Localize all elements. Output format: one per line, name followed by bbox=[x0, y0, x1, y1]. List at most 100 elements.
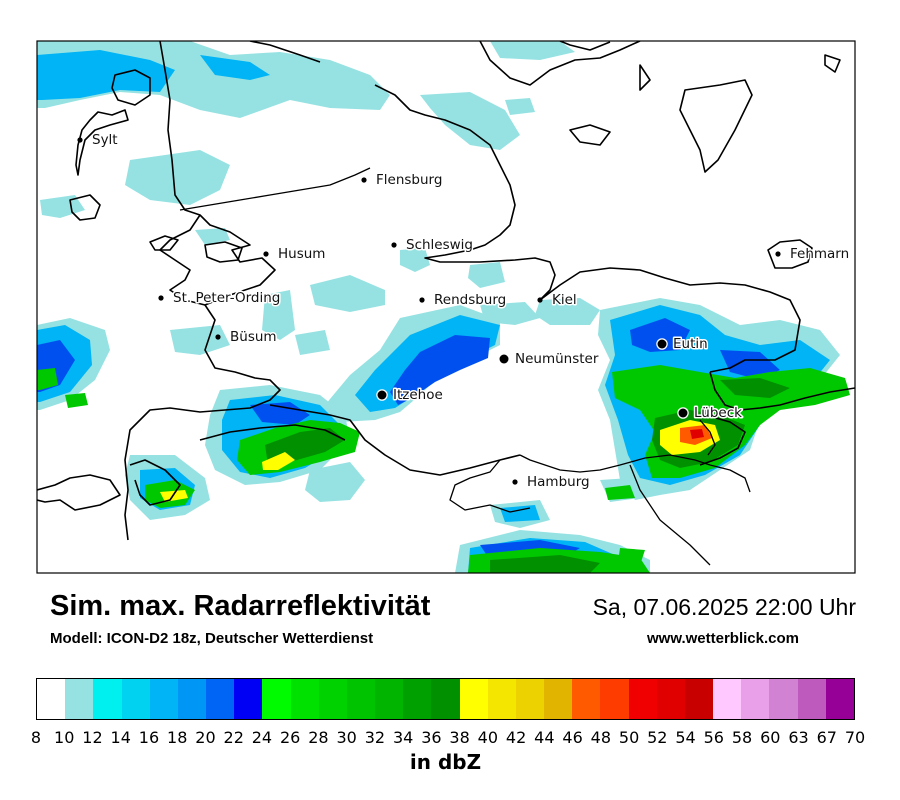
scale-swatch bbox=[206, 679, 235, 719]
scale-tick-label: 32 bbox=[364, 728, 386, 747]
city-label: Eutin bbox=[673, 336, 708, 352]
scale-swatch bbox=[656, 679, 685, 719]
scale-swatch bbox=[684, 679, 714, 719]
scale-tick-label: 63 bbox=[788, 728, 809, 747]
city-label: Lübeck bbox=[694, 405, 742, 421]
scale-swatch bbox=[121, 679, 150, 719]
scale-tick-label: 18 bbox=[167, 728, 188, 747]
scale-tick-label: 54 bbox=[675, 728, 696, 747]
city-itzehoe: Itzehoe bbox=[376, 386, 444, 405]
scale-tick-label: 16 bbox=[138, 728, 160, 747]
scale-tick-label: 44 bbox=[534, 728, 555, 747]
city-label: St. Peter-Ording bbox=[173, 290, 280, 306]
scale-swatch bbox=[403, 679, 432, 719]
scale-tick-label: 48 bbox=[590, 728, 611, 747]
city-label: Schleswig bbox=[406, 237, 473, 253]
scale-tick-label: 40 bbox=[477, 728, 499, 747]
city-markers: Sylt Flensburg Husum Schleswig Fehmarn St. Pe… bbox=[77, 131, 851, 492]
city-sylt: Sylt bbox=[77, 131, 119, 150]
radar-map: Sylt Flensburg Husum Schleswig Fehmarn St. Pe… bbox=[36, 40, 856, 574]
scale-tick-label: 56 bbox=[703, 728, 724, 747]
scale-swatch bbox=[375, 679, 404, 719]
city-rendsburg: Rendsburg bbox=[419, 291, 508, 310]
city-marker-icon bbox=[512, 479, 518, 485]
scale-swatch bbox=[37, 679, 66, 719]
city-label: Kiel bbox=[552, 292, 577, 308]
scale-swatch bbox=[65, 679, 94, 719]
scale-tick-label: 42 bbox=[505, 728, 527, 747]
city-label: Fehmarn bbox=[790, 246, 849, 262]
city-marker-icon bbox=[677, 407, 689, 419]
scale-tick-label: 8 bbox=[30, 728, 42, 747]
city-marker-icon bbox=[656, 338, 668, 350]
city-marker-icon bbox=[419, 297, 425, 303]
city-label: Hamburg bbox=[527, 474, 590, 490]
city-label: Flensburg bbox=[376, 172, 442, 188]
city-flensburg: Flensburg bbox=[361, 171, 444, 190]
scale-swatch bbox=[713, 679, 742, 719]
map-frame bbox=[36, 40, 856, 574]
coastlines bbox=[37, 41, 855, 566]
scale-swatch bbox=[177, 679, 207, 719]
city-husum: Husum bbox=[263, 245, 327, 264]
scale-tick-label: 52 bbox=[647, 728, 668, 747]
color-scale-bar bbox=[36, 678, 855, 720]
scale-tick-label: 10 bbox=[54, 728, 75, 747]
scale-swatch bbox=[290, 679, 319, 719]
scale-swatch bbox=[572, 679, 601, 719]
city-l-beck: Lübeck bbox=[677, 404, 744, 423]
city-marker-icon bbox=[158, 295, 164, 301]
scale-unit-label: in dbZ bbox=[409, 750, 482, 774]
scale-swatch bbox=[149, 679, 178, 719]
scale-swatch bbox=[515, 679, 545, 719]
city-marker-icon bbox=[775, 251, 781, 257]
scale-swatch bbox=[459, 679, 488, 719]
city-kiel: Kiel bbox=[537, 291, 578, 310]
city-marker-icon bbox=[361, 177, 367, 183]
city-st-peter-ording: St. Peter-Ording bbox=[158, 289, 282, 308]
city-schleswig: Schleswig bbox=[391, 236, 475, 255]
city-marker-icon bbox=[537, 297, 543, 303]
scale-tick-label: 70 bbox=[844, 728, 866, 747]
city-label: Sylt bbox=[92, 132, 118, 148]
model-source: Modell: ICON-D2 18z, Deutscher Wetterdie… bbox=[50, 630, 374, 647]
scale-tick-label: 58 bbox=[731, 728, 753, 747]
city-marker-icon bbox=[376, 389, 388, 401]
scale-swatch bbox=[544, 679, 573, 719]
scale-tick-label: 67 bbox=[816, 728, 837, 747]
scale-tick-label: 46 bbox=[562, 728, 583, 747]
scale-tick-label: 30 bbox=[336, 728, 357, 747]
city-marker-icon bbox=[263, 251, 269, 257]
forecast-datetime: Sa, 07.06.2025 22:00 Uhr bbox=[592, 594, 856, 620]
scale-tick-label: 34 bbox=[392, 728, 414, 747]
scale-swatch bbox=[769, 679, 798, 719]
city-label: Husum bbox=[278, 246, 325, 262]
scale-tick-label: 26 bbox=[279, 728, 301, 747]
scale-swatch bbox=[487, 679, 516, 719]
city-b-sum: Büsum bbox=[215, 328, 278, 347]
scale-swatch bbox=[234, 679, 263, 719]
scale-tick-label: 14 bbox=[110, 728, 131, 747]
city-marker-icon bbox=[498, 353, 510, 365]
scale-swatch bbox=[825, 679, 854, 719]
city-label: Rendsburg bbox=[434, 292, 506, 308]
scale-swatch bbox=[628, 679, 657, 719]
scale-tick-label: 22 bbox=[223, 728, 244, 747]
city-label: Itzehoe bbox=[393, 387, 443, 403]
scale-tick-label: 38 bbox=[449, 728, 470, 747]
scale-swatch bbox=[346, 679, 376, 719]
website-link[interactable]: www.wetterblick.com bbox=[647, 630, 799, 647]
scale-swatch bbox=[741, 679, 770, 719]
scale-swatch bbox=[318, 679, 347, 719]
color-scale-ticks: 8 10 12 14 16 18 20 22 24 26 28 30 32 34 36 38 40 42 44 46 4… bbox=[31, 728, 865, 750]
city-eutin: Eutin bbox=[656, 335, 709, 354]
scale-swatch bbox=[262, 679, 291, 719]
city-marker-icon bbox=[215, 334, 221, 340]
scale-tick-label: 50 bbox=[618, 728, 640, 747]
scale-swatch bbox=[797, 679, 826, 719]
city-label: Büsum bbox=[230, 329, 277, 345]
scale-swatch bbox=[600, 679, 629, 719]
scale-tick-label: 12 bbox=[82, 728, 103, 747]
scale-tick-label: 28 bbox=[308, 728, 329, 747]
scale-tick-label: 24 bbox=[251, 728, 273, 747]
